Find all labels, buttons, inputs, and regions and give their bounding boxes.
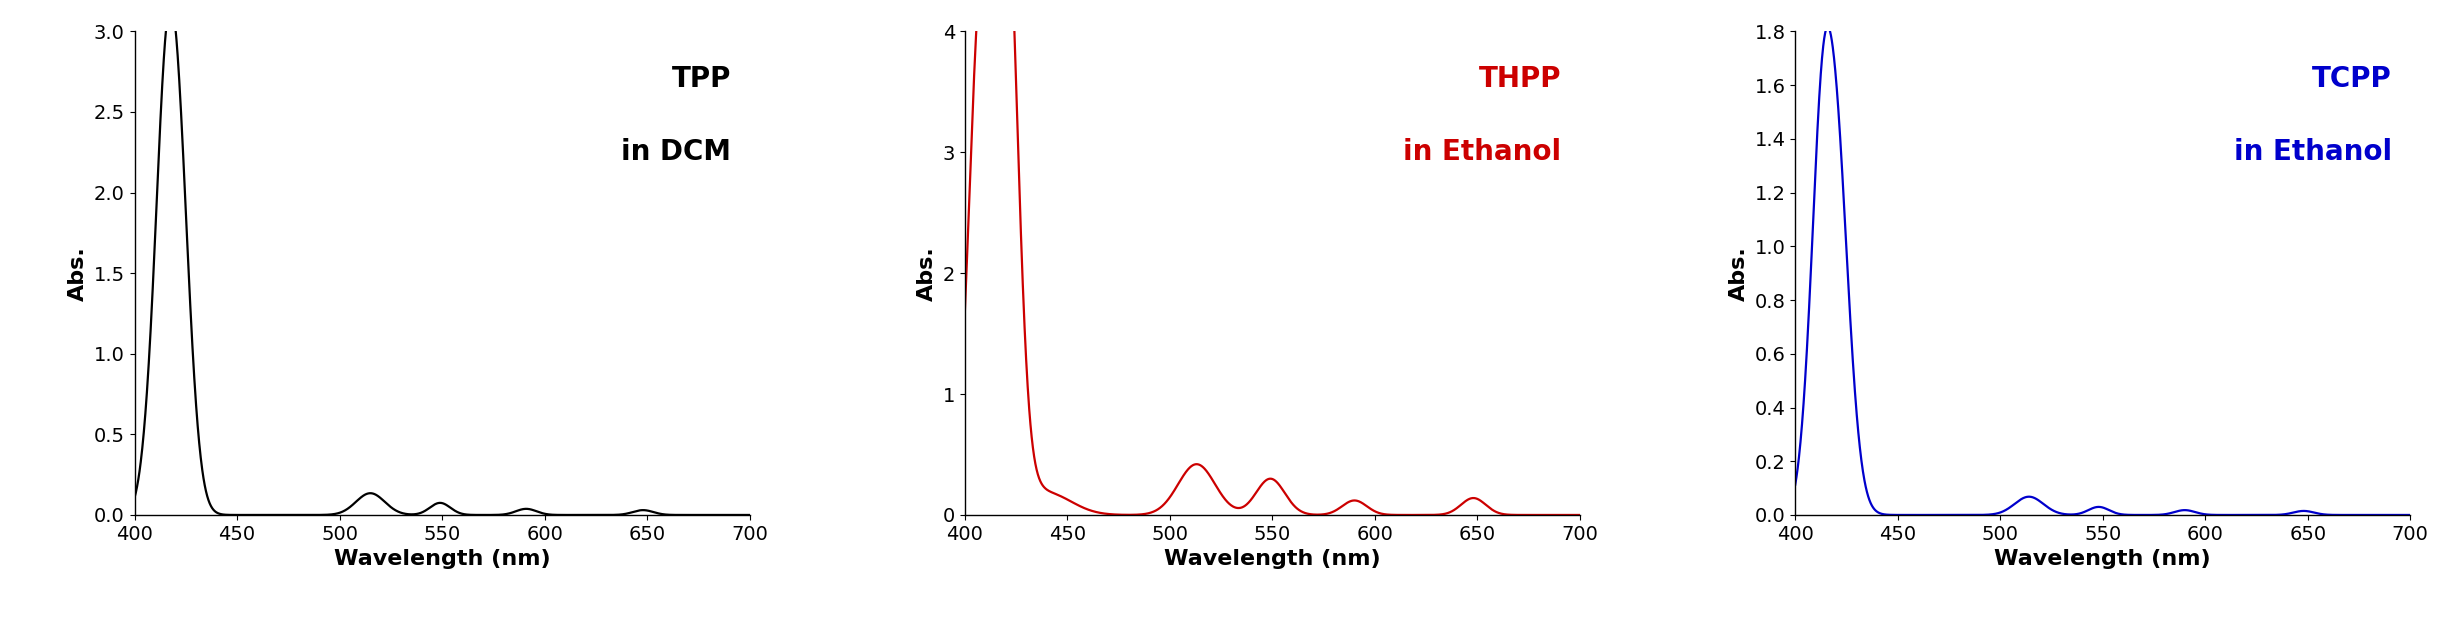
X-axis label: Wavelength (nm): Wavelength (nm): [333, 550, 551, 569]
Text: in Ethanol: in Ethanol: [2234, 138, 2391, 166]
Text: in Ethanol: in Ethanol: [1405, 138, 1561, 166]
X-axis label: Wavelength (nm): Wavelength (nm): [1994, 550, 2212, 569]
Text: THPP: THPP: [1478, 65, 1561, 93]
Text: in DCM: in DCM: [622, 138, 732, 166]
Text: TPP: TPP: [673, 65, 732, 93]
X-axis label: Wavelength (nm): Wavelength (nm): [1165, 550, 1380, 569]
Y-axis label: Abs.: Abs.: [918, 246, 937, 301]
Y-axis label: Abs.: Abs.: [69, 246, 88, 301]
Text: TCPP: TCPP: [2312, 65, 2391, 93]
Y-axis label: Abs.: Abs.: [1730, 246, 1750, 301]
